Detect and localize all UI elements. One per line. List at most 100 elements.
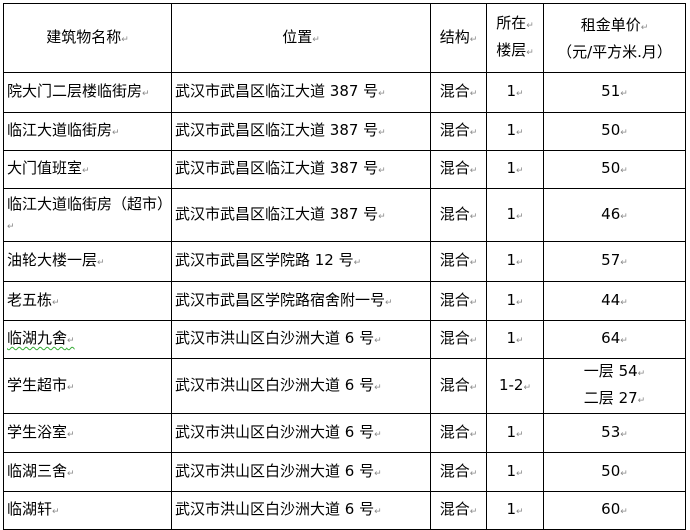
cell-name: 老五栋: [3, 281, 172, 321]
location-text: 武汉市武昌区临江大道 387 号: [175, 205, 386, 223]
cell-floor: 1: [486, 320, 544, 359]
cell-structure: 混合: [430, 188, 487, 242]
cell-name: 临江大道临街房（超市）: [3, 188, 172, 242]
location-text: 武汉市武昌区临江大道 387 号: [175, 159, 386, 177]
location-text: 武汉市武昌区学院路 12 号: [175, 251, 361, 269]
rent-text: 57: [601, 251, 628, 269]
structure-text: 混合: [440, 82, 478, 100]
cell-location: 武汉市武昌区临江大道 387 号: [171, 188, 431, 242]
header-floor: 所在楼层: [486, 3, 544, 73]
rent-text: 44: [601, 291, 628, 309]
cell-structure: 混合: [430, 72, 487, 113]
cell-floor: 1: [486, 281, 544, 321]
cell-name: 临湖九舍: [3, 320, 172, 359]
name-text: 临湖九舍: [7, 329, 75, 347]
location-text: 武汉市洪山区白沙洲大道 6 号: [175, 423, 382, 441]
cell-name: 临湖三舍: [3, 452, 172, 492]
structure-text: 混合: [440, 291, 478, 309]
location-text: 武汉市洪山区白沙洲大道 6 号: [175, 329, 382, 347]
cell-location: 武汉市武昌区临江大道 387 号: [171, 150, 431, 189]
table-row: 临江大道临街房 武汉市武昌区临江大道 387 号 混合 1 50: [3, 112, 686, 151]
location-text: 武汉市武昌区临江大道 387 号: [175, 121, 386, 139]
cell-rent: 44: [543, 281, 686, 321]
structure-text: 混合: [440, 462, 478, 480]
cell-rent: 51: [543, 72, 686, 113]
cell-location: 武汉市洪山区白沙洲大道 6 号: [171, 413, 431, 453]
floor-text: 1: [506, 251, 523, 269]
floor-text: 1: [506, 423, 523, 441]
header-location: 位置: [171, 3, 431, 73]
name-text: 临湖轩: [7, 500, 60, 518]
rent-text: 53: [601, 423, 628, 441]
rent-text: 50: [601, 121, 628, 139]
table-row: 老五栋 武汉市武昌区学院路宿舍附一号 混合 1 44: [3, 281, 686, 321]
structure-text: 混合: [440, 159, 478, 177]
rent-text: 46: [601, 205, 628, 223]
cell-location: 武汉市洪山区白沙洲大道 6 号: [171, 358, 431, 414]
header-structure: 结构: [430, 3, 487, 73]
cell-location: 武汉市武昌区临江大道 387 号: [171, 72, 431, 113]
table-row: 油轮大楼一层 武汉市武昌区学院路 12 号 混合 1 57: [3, 241, 686, 282]
rent2-text: 二层 27: [584, 389, 645, 407]
floor-text: 1: [506, 329, 523, 347]
cell-floor: 1: [486, 413, 544, 453]
name-text: 老五栋: [7, 291, 60, 309]
cell-location: 武汉市武昌区学院路宿舍附一号: [171, 281, 431, 321]
cell-rent: 一层 54 二层 27: [543, 358, 686, 414]
header-rent: 租金单价（元/平方米.月）: [543, 3, 686, 73]
structure-text: 混合: [440, 121, 478, 139]
cell-floor: 1: [486, 150, 544, 189]
structure-text: 混合: [440, 423, 478, 441]
rent-text: 60: [601, 500, 628, 518]
floor-text: 1: [506, 121, 523, 139]
cell-rent: 53: [543, 413, 686, 453]
cell-floor: 1: [486, 452, 544, 492]
structure-text: 混合: [440, 376, 478, 394]
table-row: 临湖九舍 武汉市洪山区白沙洲大道 6 号 混合 1 64: [3, 320, 686, 359]
table-row: 临湖三舍 武汉市洪山区白沙洲大道 6 号 混合 1 50: [3, 452, 686, 492]
floor-text: 1: [506, 462, 523, 480]
cell-rent: 57: [543, 241, 686, 282]
cell-floor: 1: [486, 72, 544, 113]
name-text: 临江大道临街房: [7, 121, 120, 139]
cell-structure: 混合: [430, 281, 487, 321]
rental-table: 建筑物名称 位置 结构 所在楼层 租金单价（元/平方米.月） 院大门二层楼临街房…: [3, 3, 686, 530]
cell-floor: 1: [486, 112, 544, 151]
cell-floor: 1-2: [486, 358, 544, 414]
table-row: 临江大道临街房（超市）武汉市武昌区临江大道 387 号 混合 1 46: [3, 188, 686, 242]
cell-structure: 混合: [430, 491, 487, 530]
rent-text: 51: [601, 82, 628, 100]
rent-text: 50: [601, 159, 628, 177]
cell-structure: 混合: [430, 241, 487, 282]
cell-location: 武汉市洪山区白沙洲大道 6 号: [171, 491, 431, 530]
floor-text: 1: [506, 205, 523, 223]
header-name: 建筑物名称: [3, 3, 172, 73]
cell-rent: 64: [543, 320, 686, 359]
cell-floor: 1: [486, 491, 544, 530]
name-text: 油轮大楼一层: [7, 251, 105, 269]
structure-text: 混合: [440, 251, 478, 269]
cell-name: 学生浴室: [3, 413, 172, 453]
structure-text: 混合: [440, 500, 478, 518]
name-text: 学生浴室: [7, 423, 75, 441]
cell-structure: 混合: [430, 320, 487, 359]
cell-location: 武汉市武昌区临江大道 387 号: [171, 112, 431, 151]
cell-rent: 50: [543, 112, 686, 151]
name-text: 临江大道临街房（超市）: [7, 195, 171, 233]
name-text: 院大门二层楼临街房: [7, 82, 150, 100]
cell-rent: 46: [543, 188, 686, 242]
location-text: 武汉市洪山区白沙洲大道 6 号: [175, 462, 382, 480]
table-row: 临湖轩 武汉市洪山区白沙洲大道 6 号 混合 1 60: [3, 491, 686, 530]
cell-name: 院大门二层楼临街房: [3, 72, 172, 113]
cell-location: 武汉市洪山区白沙洲大道 6 号: [171, 452, 431, 492]
name-text: 学生超市: [7, 376, 75, 394]
rent-text: 一层 54: [584, 362, 645, 380]
cell-name: 大门值班室: [3, 150, 172, 189]
location-text: 武汉市武昌区临江大道 387 号: [175, 82, 386, 100]
cell-structure: 混合: [430, 358, 487, 414]
cell-floor: 1: [486, 188, 544, 242]
cell-rent: 50: [543, 150, 686, 189]
location-text: 武汉市洪山区白沙洲大道 6 号: [175, 500, 382, 518]
location-text: 武汉市洪山区白沙洲大道 6 号: [175, 376, 382, 394]
cell-rent: 50: [543, 452, 686, 492]
